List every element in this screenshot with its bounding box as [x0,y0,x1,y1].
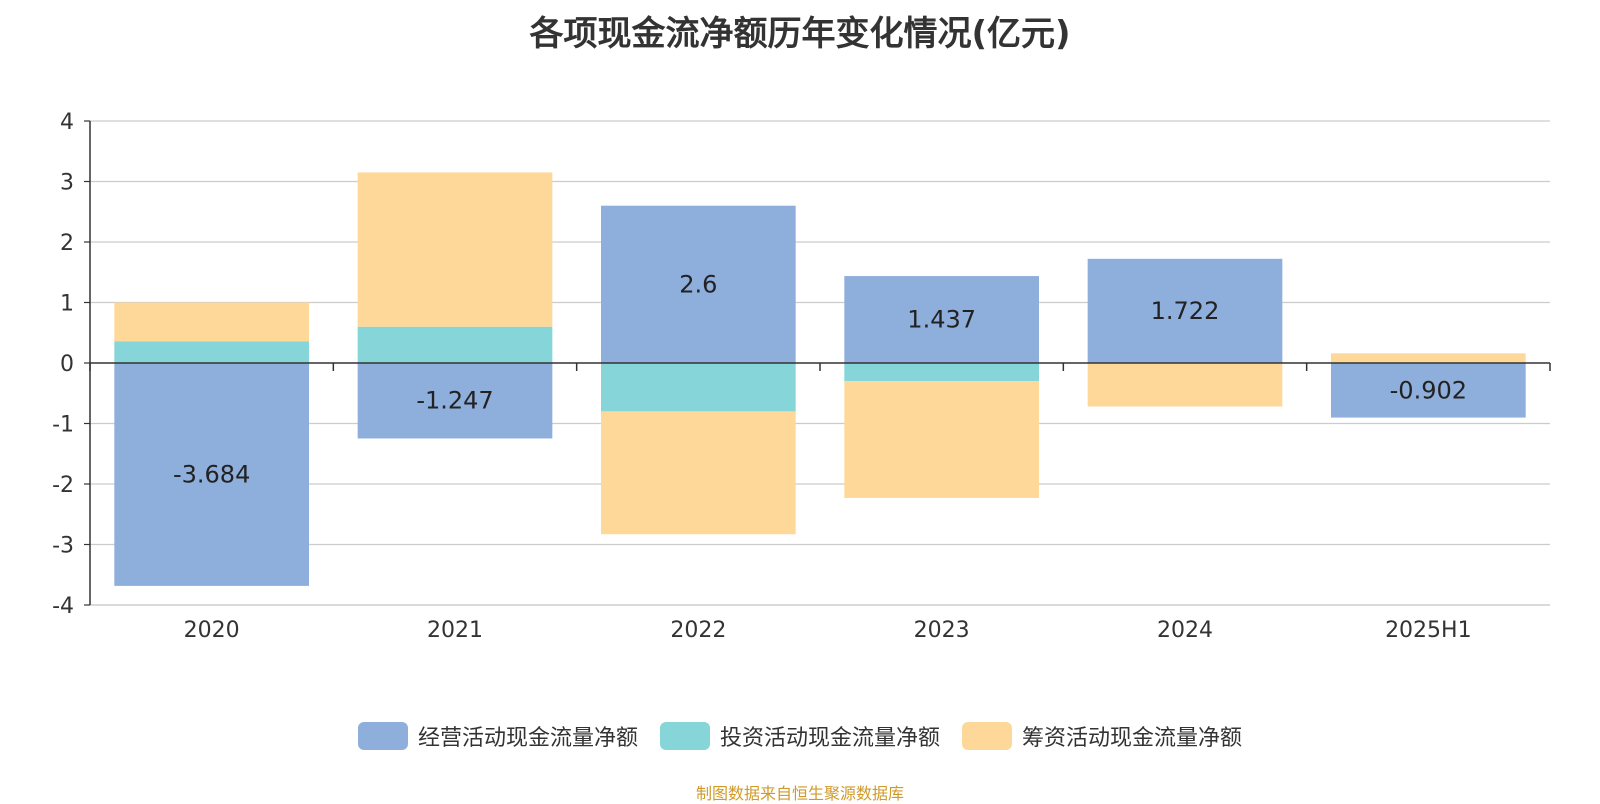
bar-2021-series-0[interactable] [357,363,553,439]
data-label-2025H1: -0.902 [1390,376,1467,404]
bar-2020-series-0[interactable] [114,363,309,586]
x-tick-label-2024: 2024 [1157,618,1213,643]
legend-item-operating[interactable]: 经营活动现金流量净额 [357,720,638,752]
legend-swatch-operating [357,722,408,750]
data-label-2020: -3.684 [173,460,250,488]
y-tick-label-0: 4 [60,110,74,135]
legend-item-investing[interactable]: 投资活动现金流量净额 [659,720,940,752]
legend-label-investing: 投资活动现金流量净额 [719,726,940,751]
y-tick-label-5: -1 [52,413,74,438]
chart-title: 各项现金流净额历年变化情况(亿元) [529,14,1071,54]
y-tick-label-1: 3 [60,171,74,196]
x-tick-label-2021: 2021 [427,618,483,643]
x-tick-label-2020: 2020 [184,618,240,643]
bar-2024-series-0[interactable] [1087,258,1283,363]
bar-2021-series-2[interactable] [357,172,553,327]
y-tick-label-6: -2 [52,473,74,498]
bar-2025H1-series-2[interactable] [1331,353,1526,363]
bar-2025H1-series-0[interactable] [1331,363,1526,418]
source-note: 制图数据来自恒生聚源数据库 [695,784,904,803]
data-label-2023: 1.437 [907,306,976,334]
bar-2023-series-1[interactable] [844,363,1039,382]
bar-2023-series-2[interactable] [844,381,1039,498]
bar-2020-series-2[interactable] [114,302,309,342]
data-label-2022: 2.6 [679,270,717,298]
data-label-2021: -1.247 [416,387,493,415]
y-tick-label-2: 2 [60,231,74,256]
bar-2022-series-0[interactable] [601,205,796,363]
x-tick-label-2023: 2023 [914,618,970,643]
y-tick-label-3: 1 [60,292,74,317]
bar-2022-series-1[interactable] [601,363,796,412]
bar-2023-series-0[interactable] [844,276,1039,363]
x-tick-label-2025H1: 2025H1 [1385,618,1472,643]
y-tick-label-4: 0 [60,352,74,377]
legend-swatch-investing [659,722,710,750]
x-tick-label-2022: 2022 [670,618,726,643]
legend-item-financing[interactable]: 筹资活动现金流量净额 [962,720,1242,752]
y-tick-label-8: -4 [52,594,74,619]
data-label-2024: 1.722 [1151,297,1220,325]
legend-swatch-financing [962,722,1012,750]
bar-2022-series-2[interactable] [601,411,796,535]
legend-label-operating: 经营活动现金流量净额 [417,726,638,751]
bar-2020-series-1[interactable] [114,341,309,363]
legend-label-financing: 筹资活动现金流量净额 [1022,726,1243,751]
legend: 经营活动现金流量净额 投资活动现金流量净额 筹资活动现金流量净额 [0,720,1600,752]
bar-2024-series-2[interactable] [1087,363,1283,407]
y-tick-label-7: -3 [52,534,74,559]
bar-2021-series-1[interactable] [357,326,553,363]
